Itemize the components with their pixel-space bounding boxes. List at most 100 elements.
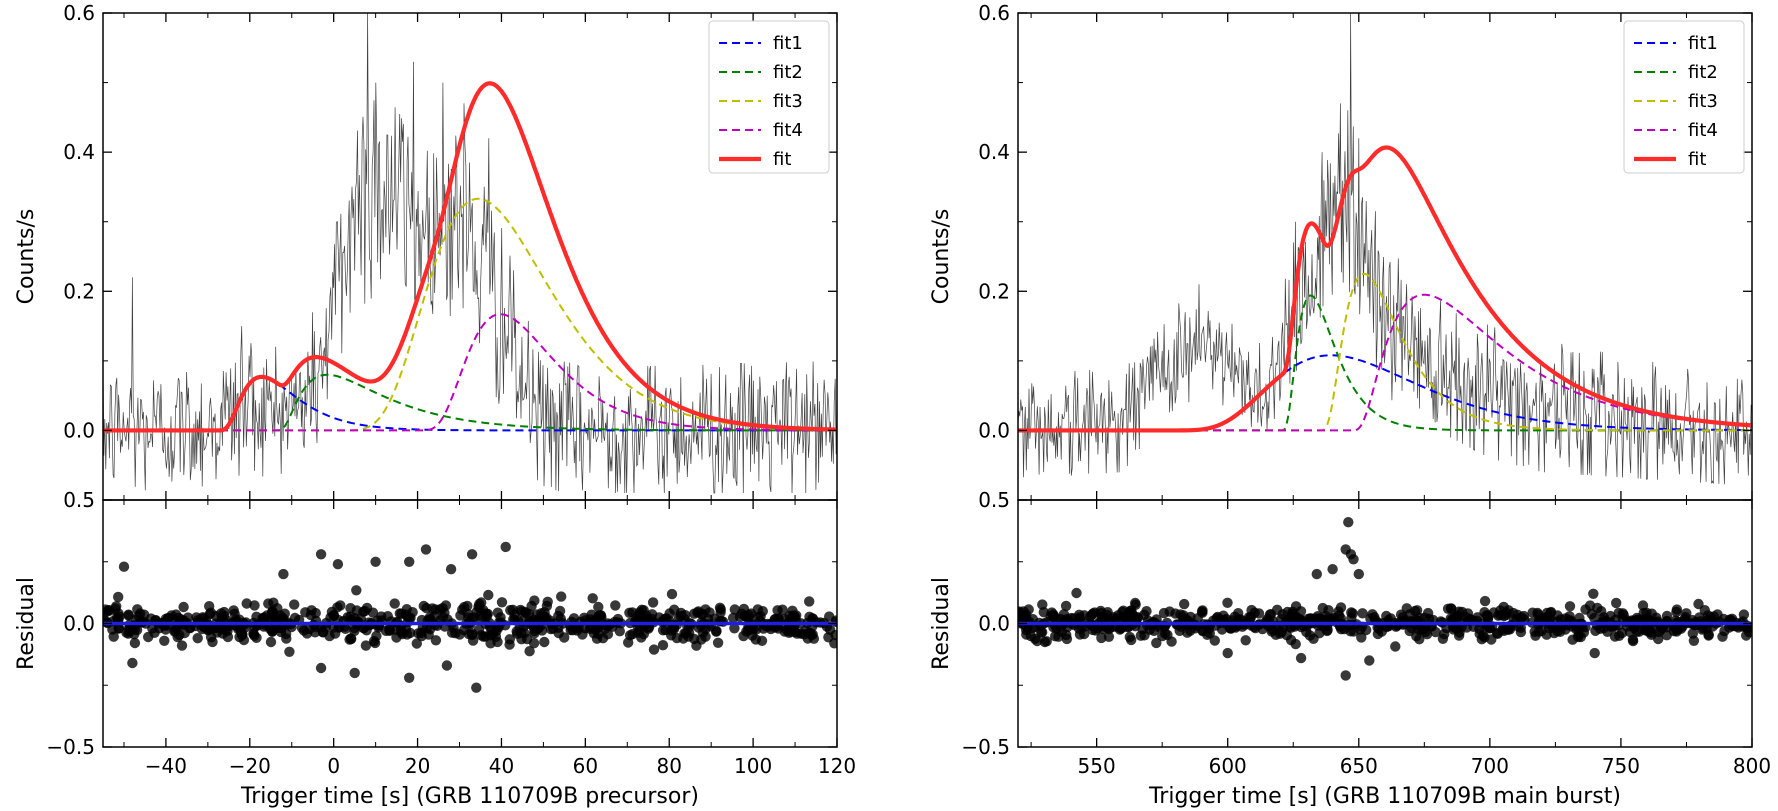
legend-label-fit3: fit3: [1688, 91, 1718, 112]
x-tick-label: 750: [1602, 754, 1640, 778]
residual-point: [1266, 626, 1277, 637]
residual-point: [1492, 628, 1503, 639]
y-tick-label: −0.5: [46, 735, 95, 759]
y-tick-label: 0.6: [63, 1, 95, 25]
plot-area: [103, 541, 837, 693]
residual-point: [666, 588, 678, 600]
residual-point: [1479, 595, 1491, 607]
residual-point: [207, 636, 218, 648]
residual-point: [1222, 597, 1233, 608]
residual-point: [113, 591, 124, 603]
x-tick-label: 60: [573, 754, 598, 778]
residual-point: [1693, 598, 1704, 610]
residual-point: [1311, 568, 1323, 580]
residual-point: [512, 628, 523, 639]
residual-point: [559, 632, 570, 643]
panel-precursor-residual: −40 −20 0 20 40 60 80 100 120 −0.5 0.0 0.5 Residual T…: [14, 488, 856, 809]
observed-counts-line: [103, 13, 837, 494]
y-axis-label: Residual: [929, 577, 954, 670]
residual-point: [729, 604, 740, 615]
residual-point: [281, 633, 292, 644]
residual-point: [335, 600, 346, 611]
y-tick-label: 0.5: [63, 488, 95, 512]
residual-point: [1479, 607, 1490, 618]
x-tick-label: 650: [1340, 754, 1378, 778]
residual-point: [1117, 606, 1128, 618]
residual-point: [1336, 624, 1347, 635]
residual-point: [1053, 631, 1064, 642]
y-tick-label: 0.2: [978, 279, 1010, 303]
residual-point: [1203, 623, 1215, 634]
residual-point: [641, 610, 652, 621]
residual-point: [1414, 634, 1425, 645]
residual-point: [1353, 568, 1365, 580]
residual-point: [751, 624, 762, 635]
residual-point: [346, 633, 357, 645]
y-axis-label: Counts/s: [14, 209, 39, 305]
residual-point: [1276, 626, 1287, 638]
residual-point: [204, 601, 215, 612]
legend-label-fit4: fit4: [1688, 120, 1718, 141]
residual-point: [401, 629, 413, 640]
residual-point: [547, 623, 559, 634]
residual-point: [1409, 605, 1421, 617]
residual-point: [1343, 517, 1354, 528]
residual-point: [384, 625, 395, 636]
residual-point: [757, 606, 768, 617]
residual-point: [370, 556, 381, 567]
residual-point: [1162, 629, 1173, 641]
residual-point: [1087, 608, 1099, 619]
residual-point: [583, 616, 594, 627]
residual-point: [1503, 605, 1514, 616]
residual-point: [123, 609, 134, 620]
y-axis-label: Residual: [14, 577, 39, 670]
residual-point: [405, 612, 416, 624]
residual-point: [1681, 608, 1692, 619]
y-tick-label: 0.0: [978, 612, 1010, 636]
residual-point: [531, 609, 542, 620]
residual-point: [1071, 587, 1082, 599]
y-tick-label: 0.4: [978, 140, 1010, 164]
residual-point: [138, 616, 149, 627]
legend-label-fit2: fit2: [773, 62, 803, 83]
x-tick-label: 800: [1733, 754, 1771, 778]
residual-point: [391, 632, 402, 643]
residual-point: [1348, 554, 1359, 565]
residual-point: [219, 606, 230, 618]
residual-point: [1101, 609, 1113, 621]
residual-point: [1504, 624, 1516, 635]
residual-point: [445, 564, 457, 575]
residual-point: [593, 601, 604, 613]
residual-point: [1616, 627, 1628, 639]
residual-point: [496, 597, 508, 608]
residual-point: [113, 608, 124, 619]
legend-label-fit3: fit3: [773, 91, 803, 112]
residual-point: [474, 602, 485, 613]
residual-point: [773, 623, 784, 634]
residual-point: [485, 630, 496, 641]
residual-point: [210, 610, 222, 622]
residual-point: [610, 600, 621, 611]
residual-point: [1439, 628, 1450, 640]
residual-point: [1580, 604, 1591, 615]
residual-point: [129, 637, 141, 649]
residual-point: [1124, 631, 1136, 643]
residual-point: [1515, 626, 1527, 638]
residual-point: [154, 623, 165, 634]
residual-point: [697, 608, 708, 620]
residual-point: [683, 627, 695, 638]
residual-point: [712, 637, 724, 648]
residual-point: [556, 591, 567, 602]
residual-point: [463, 628, 475, 640]
residual-point: [542, 596, 553, 607]
residual-point: [1545, 606, 1557, 618]
residual-point: [524, 646, 535, 657]
residual-point: [1038, 607, 1050, 618]
legend-box: [1623, 20, 1745, 174]
residual-point: [404, 672, 415, 683]
residual-point: [367, 607, 379, 618]
y-tick-label: 0.2: [63, 279, 95, 303]
residual-point: [1221, 613, 1232, 625]
residual-point: [1595, 623, 1606, 634]
